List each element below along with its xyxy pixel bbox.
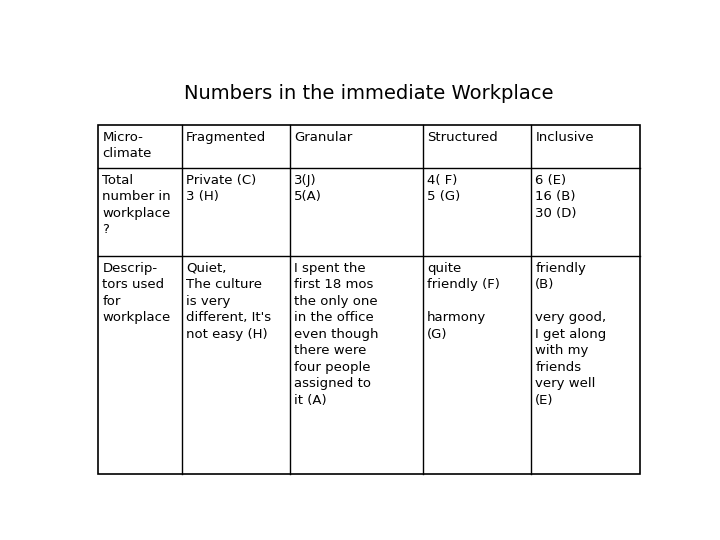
- Text: 6 (E)
16 (B)
30 (D): 6 (E) 16 (B) 30 (D): [535, 174, 577, 220]
- Text: Quiet,
The culture
is very
different, It's
not easy (H): Quiet, The culture is very different, It…: [186, 261, 271, 341]
- Text: Structured: Structured: [427, 131, 498, 144]
- Text: 4( F)
5 (G): 4( F) 5 (G): [427, 174, 460, 203]
- Text: Granular: Granular: [294, 131, 352, 144]
- Text: Private (C)
3 (H): Private (C) 3 (H): [186, 174, 256, 203]
- Text: friendly
(B)

very good,
I get along
with my
friends
very well
(E): friendly (B) very good, I get along with…: [535, 261, 606, 407]
- Text: Fragmented: Fragmented: [186, 131, 266, 144]
- Text: quite
friendly (F)

harmony
(G): quite friendly (F) harmony (G): [427, 261, 500, 341]
- Text: 3(J)
5(A): 3(J) 5(A): [294, 174, 322, 203]
- Bar: [99, 125, 639, 474]
- Text: I spent the
first 18 mos
the only one
in the office
even though
there were
four : I spent the first 18 mos the only one in…: [294, 261, 379, 407]
- Text: Numbers in the immediate Workplace: Numbers in the immediate Workplace: [184, 84, 554, 103]
- Text: Micro-
climate: Micro- climate: [102, 131, 152, 160]
- Text: Descrip-
tors used
for
workplace: Descrip- tors used for workplace: [102, 261, 171, 324]
- Text: Inclusive: Inclusive: [535, 131, 594, 144]
- Text: Total
number in
workplace
?: Total number in workplace ?: [102, 174, 171, 236]
